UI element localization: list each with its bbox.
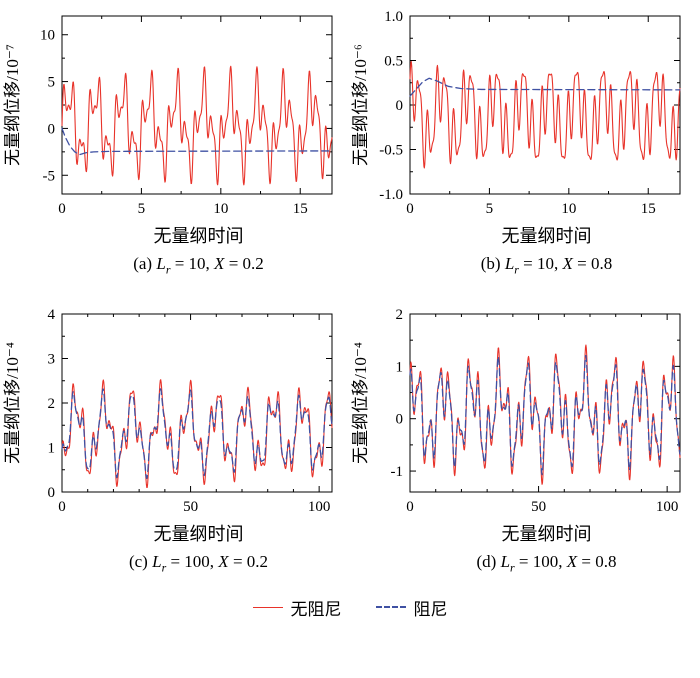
y-tick-label: -1 bbox=[391, 464, 404, 480]
legend-dashed-line-icon bbox=[375, 606, 406, 609]
y-tick-label: 3 bbox=[48, 352, 56, 368]
y-tick-label: -0.5 bbox=[379, 143, 403, 159]
y-tick-label: 4 bbox=[48, 307, 56, 323]
figure-container: 0 5 10 15 -5 0 5 10 无量纲位移/10⁻⁷ 无量纲时间 (a) Lr = 10… bbox=[0, 8, 700, 620]
x-tick-label: 100 bbox=[656, 499, 679, 515]
subplot-c: 0 50 100 0 1 2 3 4 无量纲位移/10⁻⁴ 无量纲时间 (c) Lr = 100… bbox=[2, 306, 342, 574]
y-tick-label: 1 bbox=[396, 360, 404, 376]
caption-segment: (b) bbox=[480, 253, 505, 273]
y-axis-label: 无量纲位移/10⁻⁴ bbox=[3, 342, 22, 464]
legend: 无阻尼 阻尼 bbox=[0, 595, 700, 620]
y-tick-label: 0 bbox=[48, 485, 56, 501]
y-axis-label: 无量纲位移/10⁻⁴ bbox=[351, 342, 370, 464]
caption-segment: = 100, bbox=[514, 552, 567, 572]
y-tick-label: 2 bbox=[396, 307, 404, 323]
caption-segment: (d) bbox=[476, 552, 501, 572]
series-无阻尼 bbox=[61, 65, 333, 186]
y-tick-label: 0.5 bbox=[384, 54, 403, 70]
axes-frame bbox=[409, 313, 681, 493]
caption-segment: r bbox=[165, 262, 171, 277]
y-tick-label: 0 bbox=[396, 412, 404, 428]
caption-segment: (a) bbox=[133, 253, 157, 273]
subplot-caption-b: (b) Lr = 10, X = 0.8 bbox=[350, 254, 690, 277]
caption-segment: X bbox=[218, 552, 229, 572]
caption-segment: r bbox=[510, 560, 515, 575]
chart-d-canvas: 0 50 100 -1 0 1 2 无量纲位移/10⁻⁴ bbox=[351, 307, 681, 515]
y-tick-label: 5 bbox=[48, 75, 56, 91]
x-tick-label: 50 bbox=[183, 499, 198, 515]
axes-frame bbox=[61, 15, 333, 195]
subplot-caption-c: (c) Lr = 100, X = 0.2 bbox=[2, 552, 342, 575]
subplot-b: 0 5 10 15 -1.0 -0.5 0 0.5 1.0 无量纲位移/10⁻⁶ 无量纲时间 (b… bbox=[350, 8, 690, 276]
x-tick-label: 0 bbox=[58, 201, 66, 217]
x-tick-label: 10 bbox=[213, 201, 228, 217]
subplot-caption-d: (d) Lr = 100, X = 0.8 bbox=[350, 552, 690, 575]
series-无阻尼 bbox=[409, 60, 681, 169]
x-tick-label: 5 bbox=[486, 201, 494, 217]
axes-frame bbox=[409, 15, 681, 195]
caption-segment: = 10, bbox=[518, 253, 563, 273]
legend-item-undamped: 无阻尼 bbox=[252, 595, 342, 620]
chart-c-canvas: 0 50 100 0 1 2 3 4 无量纲位移/10⁻⁴ bbox=[3, 307, 333, 515]
x-tick-label: 10 bbox=[561, 201, 576, 217]
x-tick-label: 0 bbox=[406, 499, 414, 515]
y-axis-label: 无量纲位移/10⁻⁷ bbox=[3, 44, 22, 166]
y-tick-label: -1.0 bbox=[379, 187, 403, 203]
x-tick-label: 15 bbox=[641, 201, 656, 217]
y-axis-label: 无量纲位移/10⁻⁶ bbox=[351, 44, 370, 166]
subplot-d: 0 50 100 -1 0 1 2 无量纲位移/10⁻⁴ 无量纲时间 (d) Lr = 100… bbox=[350, 306, 690, 574]
series-阻尼 bbox=[61, 127, 333, 156]
y-tick-label: -5 bbox=[43, 168, 56, 184]
legend-solid-line-icon bbox=[252, 606, 283, 608]
caption-segment: = 0.2 bbox=[228, 552, 269, 572]
x-tick-label: 0 bbox=[58, 499, 66, 515]
y-tick-label: 10 bbox=[40, 28, 55, 44]
chart-b-canvas: 0 5 10 15 -1.0 -0.5 0 0.5 1.0 无量纲位移/10⁻⁶ bbox=[351, 9, 681, 217]
x-axis-label-c: 无量纲时间 bbox=[153, 524, 244, 545]
legend-label-damped: 阻尼 bbox=[413, 599, 448, 619]
y-tick-label: 2 bbox=[48, 396, 56, 412]
chart-a-canvas: 0 5 10 15 -5 0 5 10 无量纲位移/10⁻⁷ bbox=[3, 15, 333, 217]
x-tick-label: 100 bbox=[308, 499, 331, 515]
series-阻尼 bbox=[409, 355, 681, 476]
caption-segment: = 0.8 bbox=[577, 552, 617, 572]
series-无阻尼 bbox=[61, 379, 333, 489]
caption-segment: L bbox=[156, 253, 166, 273]
series-阻尼 bbox=[409, 77, 681, 97]
x-tick-label: 50 bbox=[531, 499, 546, 515]
caption-segment: L bbox=[152, 552, 162, 572]
subplot-a: 0 5 10 15 -5 0 5 10 无量纲位移/10⁻⁷ 无量纲时间 (a) Lr = 10… bbox=[2, 8, 342, 276]
caption-segment: X bbox=[562, 253, 573, 273]
x-tick-label: 5 bbox=[138, 201, 146, 217]
legend-label-undamped: 无阻尼 bbox=[290, 599, 342, 619]
legend-item-damped: 阻尼 bbox=[375, 595, 448, 620]
x-tick-label: 0 bbox=[406, 201, 414, 217]
caption-segment: = 10, bbox=[170, 253, 215, 273]
x-axis-label-b: 无量纲时间 bbox=[501, 226, 592, 246]
caption-segment: = 0.8 bbox=[572, 253, 613, 273]
y-tick-label: 1 bbox=[48, 441, 56, 457]
x-axis-label-d: 无量纲时间 bbox=[501, 524, 592, 545]
x-tick-label: 15 bbox=[293, 201, 308, 217]
x-axis-label-a: 无量纲时间 bbox=[153, 226, 244, 246]
caption-segment: L bbox=[500, 552, 511, 572]
caption-segment: X bbox=[566, 552, 578, 572]
caption-segment: X bbox=[214, 253, 225, 273]
series-阻尼 bbox=[61, 388, 333, 480]
caption-segment: r bbox=[514, 262, 519, 277]
axes-frame bbox=[61, 313, 333, 493]
caption-segment: (c) bbox=[128, 552, 153, 572]
subplot-caption-a: (a) Lr = 10, X = 0.2 bbox=[2, 254, 342, 277]
figure-grid: 0 5 10 15 -5 0 5 10 无量纲位移/10⁻⁷ 无量纲时间 (a) Lr = 10… bbox=[2, 8, 698, 575]
y-tick-label: 0 bbox=[396, 98, 404, 114]
caption-segment: = 0.2 bbox=[224, 253, 264, 273]
caption-segment: r bbox=[161, 560, 167, 575]
caption-segment: L bbox=[504, 253, 515, 273]
caption-segment: = 100, bbox=[166, 552, 219, 572]
y-tick-label: 1.0 bbox=[384, 9, 403, 25]
y-tick-label: 0 bbox=[48, 121, 56, 137]
